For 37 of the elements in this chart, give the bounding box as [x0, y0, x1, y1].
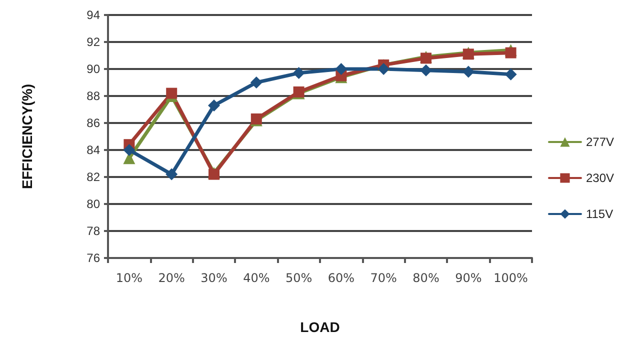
y-tick-label: 90	[86, 62, 100, 76]
legend-label: 277V	[586, 135, 614, 149]
y-axis-title: EFFICIENCY(%)	[19, 84, 35, 189]
y-tick-label: 88	[86, 89, 100, 103]
legend-label: 230V	[586, 171, 614, 185]
y-tick-label: 86	[86, 116, 100, 130]
x-tick-label: 50%	[285, 271, 312, 285]
x-tick-label: 40%	[243, 271, 270, 285]
x-tick-label: 60%	[328, 271, 355, 285]
point	[504, 68, 517, 80]
point	[335, 63, 348, 75]
point	[378, 63, 390, 75]
x-tick-label: 80%	[412, 271, 440, 285]
point	[166, 88, 178, 99]
x-tick-label: 10%	[116, 271, 143, 285]
y-tick-label: 78	[86, 224, 100, 238]
point	[208, 99, 220, 112]
point	[505, 47, 516, 58]
point	[292, 67, 305, 80]
point	[420, 64, 432, 76]
point	[250, 76, 262, 88]
y-tick-label: 84	[86, 143, 100, 157]
y-tick-label: 92	[86, 35, 100, 49]
point	[123, 144, 136, 156]
y-tick-label: 80	[86, 197, 100, 211]
y-tick-label: 82	[86, 170, 100, 184]
point	[166, 168, 178, 180]
y-tick-label: 76	[86, 251, 100, 265]
x-axis-title: LOAD	[300, 319, 340, 335]
point	[462, 66, 474, 78]
x-tick-label: 70%	[370, 271, 397, 285]
x-tick-label: 20%	[158, 271, 185, 285]
x-tick-label: 100%	[494, 271, 528, 285]
x-tick-label: 30%	[200, 271, 228, 285]
x-tick-label: 90%	[455, 271, 482, 285]
y-tick-label: 94	[86, 8, 100, 22]
legend-label: 115V	[586, 207, 614, 221]
